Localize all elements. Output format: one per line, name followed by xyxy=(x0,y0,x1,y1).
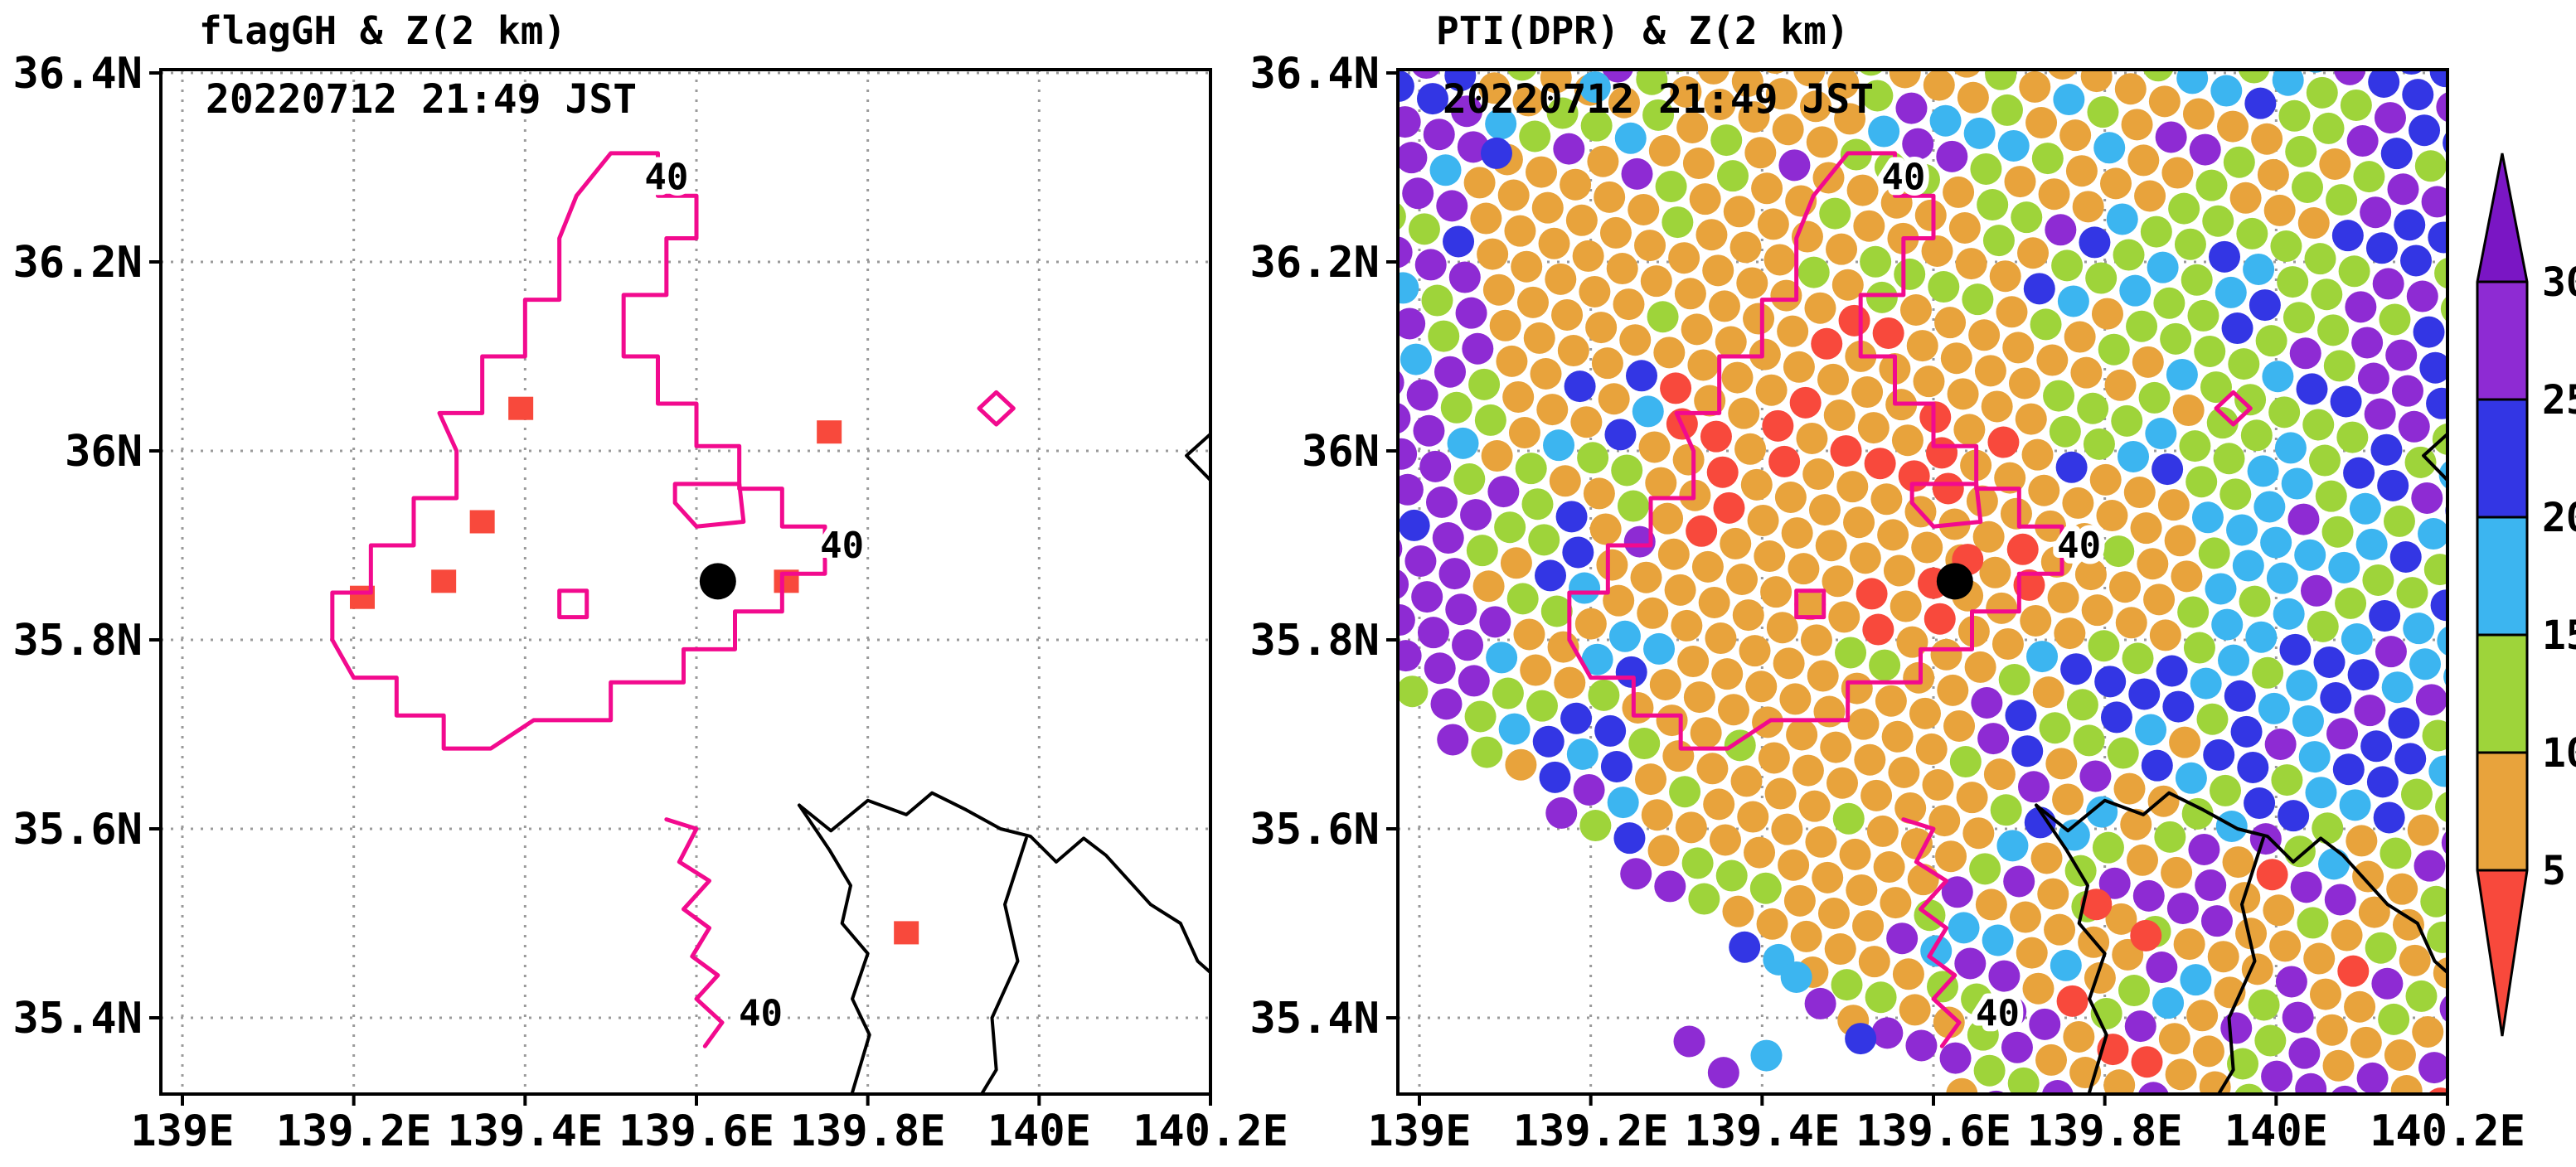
y-tick-label: 36N xyxy=(1302,427,1380,477)
right-panel-frame xyxy=(1396,68,2449,1096)
right-panel-timestamp: 20220712 21:49 JST xyxy=(1443,76,1875,123)
colorbar-tick-label: 5 xyxy=(2542,848,2566,894)
x-tick-label: 139.8E xyxy=(2027,1106,2183,1156)
x-tick-label: 139.4E xyxy=(1684,1106,1840,1156)
y-tick-label: 36.4N xyxy=(12,49,143,99)
left-panel-frame xyxy=(159,68,1212,1096)
flag-gh-squares xyxy=(349,396,919,945)
colorbar-tick-label: 30 xyxy=(2542,259,2576,306)
right-panel-canvas: 40 40 40 xyxy=(1398,70,2447,1094)
colorbar-tick-label: 25 xyxy=(2542,377,2576,424)
right-panel-title: PTI(DPR) & Z(2 km) xyxy=(1436,8,1850,53)
colorbar-tick-label: 10 xyxy=(2542,730,2576,777)
left-panel-title: flagGH & Z(2 km) xyxy=(199,8,567,53)
x-tick-label: 139.2E xyxy=(276,1106,432,1156)
contour-label: 40 xyxy=(820,525,864,567)
reflectivity-contours xyxy=(330,151,1016,1048)
station-marker xyxy=(1936,563,1973,600)
y-tick-label: 36.4N xyxy=(1249,49,1380,99)
y-tick-label: 36.2N xyxy=(12,238,143,288)
y-tick-label: 36.2N xyxy=(1249,238,1380,288)
colorbar-tick-label: 20 xyxy=(2542,495,2576,541)
left-panel-canvas: 40 40 40 xyxy=(161,70,1210,1094)
dpr-footprint-dots xyxy=(1398,70,2447,1094)
x-tick-label: 140.2E xyxy=(1133,1106,1288,1156)
lat-lon-grid xyxy=(161,70,1210,1094)
contour-label: 40 xyxy=(2057,525,2101,567)
y-tick-label: 35.8N xyxy=(12,616,143,666)
colorbar: 5 10 15 20 25 30 xyxy=(2476,153,2576,1037)
station-marker xyxy=(699,563,736,600)
x-tick-label: 140.2E xyxy=(2370,1106,2525,1156)
contour-label: 40 xyxy=(644,156,688,198)
contour-label: 40 xyxy=(1976,992,2020,1034)
contour-label: 40 xyxy=(1881,156,1925,198)
coastline xyxy=(797,432,1210,1094)
y-tick-label: 35.4N xyxy=(1249,994,1380,1044)
x-tick-label: 139E xyxy=(1367,1106,1471,1156)
y-tick-label: 35.4N xyxy=(12,994,143,1044)
reflectivity-contours xyxy=(1567,151,2253,1048)
x-tick-label: 140E xyxy=(2224,1106,2328,1156)
x-tick-label: 139E xyxy=(130,1106,234,1156)
contour-label: 40 xyxy=(739,992,783,1034)
colorbar-under-arrow xyxy=(2477,870,2527,1036)
colorbar-tick-label: 15 xyxy=(2542,613,2576,659)
x-tick-label: 140E xyxy=(987,1106,1091,1156)
colorbar-over-arrow xyxy=(2477,153,2527,282)
y-tick-label: 35.6N xyxy=(1249,805,1380,855)
x-tick-label: 139.6E xyxy=(619,1106,774,1156)
y-tick-label: 35.6N xyxy=(12,805,143,855)
x-tick-label: 139.4E xyxy=(447,1106,603,1156)
coastline xyxy=(2034,432,2447,1094)
y-tick-label: 35.8N xyxy=(1249,616,1380,666)
x-tick-label: 139.6E xyxy=(1856,1106,2011,1156)
x-tick-label: 139.8E xyxy=(790,1106,946,1156)
x-tick-label: 139.2E xyxy=(1513,1106,1669,1156)
left-panel-timestamp: 20220712 21:49 JST xyxy=(206,76,638,123)
y-tick-label: 36N xyxy=(65,427,143,477)
